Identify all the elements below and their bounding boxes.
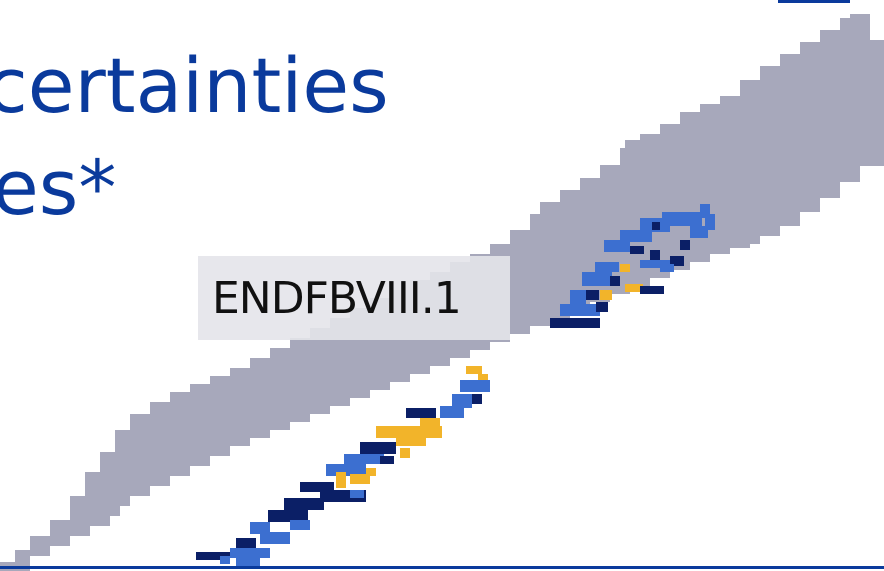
grid-cell xyxy=(220,556,230,564)
grid-cell xyxy=(230,548,270,558)
grid-cell xyxy=(705,214,715,230)
grid-cell xyxy=(460,380,490,392)
bottom-rule xyxy=(0,566,884,569)
grid-cell xyxy=(662,212,702,226)
top-right-accent-bar xyxy=(778,0,850,3)
grid-cell xyxy=(560,304,600,316)
grid-cell xyxy=(350,474,370,484)
cell-clusters xyxy=(196,204,715,568)
grid-cell xyxy=(700,204,710,218)
grid-cell xyxy=(290,520,310,530)
slide-title-line-1: certainties xyxy=(0,41,389,130)
grid-cell xyxy=(595,262,619,272)
grid-cell xyxy=(620,230,652,242)
grid-cell xyxy=(472,394,482,404)
grid-cell xyxy=(396,436,426,446)
grid-cell xyxy=(366,468,376,476)
slide-title-line-2: es* xyxy=(0,143,117,232)
grid-cell xyxy=(596,302,608,312)
grid-cell xyxy=(690,226,708,238)
grid-cell xyxy=(680,240,690,250)
grid-cell xyxy=(620,264,630,272)
grid-cell xyxy=(660,264,674,272)
grid-cell xyxy=(380,456,394,464)
grid-cell xyxy=(670,256,684,266)
grid-cell xyxy=(650,250,660,260)
grid-cell xyxy=(400,448,410,458)
dataset-label-text: ENDFBVIII.1 xyxy=(212,273,462,324)
grid-cell xyxy=(236,538,256,550)
grid-cell xyxy=(640,286,664,294)
grid-cell xyxy=(336,472,346,488)
grid-cell xyxy=(625,284,643,292)
grid-cell xyxy=(640,260,670,268)
grid-cell xyxy=(440,406,464,418)
grid-cell xyxy=(582,272,612,286)
grid-cell xyxy=(610,276,620,286)
grid-cell xyxy=(284,498,324,510)
grid-cell xyxy=(196,552,230,560)
grid-cell xyxy=(630,246,644,254)
grid-cell xyxy=(260,532,290,544)
grid-cell xyxy=(236,558,260,568)
grid-cell xyxy=(376,426,442,438)
grid-cell xyxy=(300,482,334,492)
grid-cell xyxy=(604,240,630,252)
grid-cell xyxy=(570,290,586,304)
grid-cell xyxy=(420,418,440,428)
grid-cell xyxy=(406,408,436,418)
grid-cell xyxy=(466,366,482,374)
grid-cell xyxy=(600,290,612,300)
grid-cell xyxy=(268,510,308,522)
grid-cell xyxy=(344,454,384,464)
grid-cell xyxy=(360,442,396,454)
grid-cell xyxy=(550,318,600,328)
grid-cell xyxy=(452,394,472,408)
grid-cell xyxy=(652,222,660,230)
grid-cell xyxy=(250,522,270,534)
grid-cell xyxy=(585,290,599,300)
dataset-label-box: ENDFBVIII.1 xyxy=(198,256,510,340)
grid-cell xyxy=(350,490,364,498)
